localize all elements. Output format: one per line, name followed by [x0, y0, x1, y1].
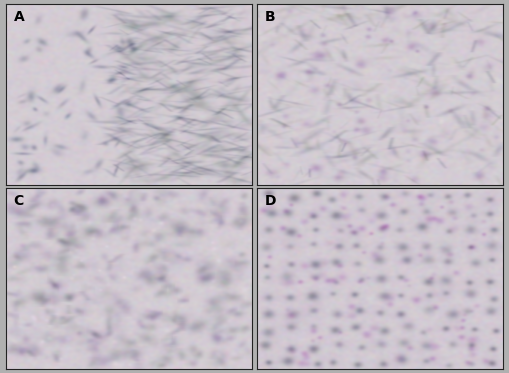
Text: B: B — [264, 10, 275, 24]
Text: D: D — [264, 194, 276, 208]
Text: A: A — [13, 10, 24, 24]
Text: C: C — [13, 194, 24, 208]
